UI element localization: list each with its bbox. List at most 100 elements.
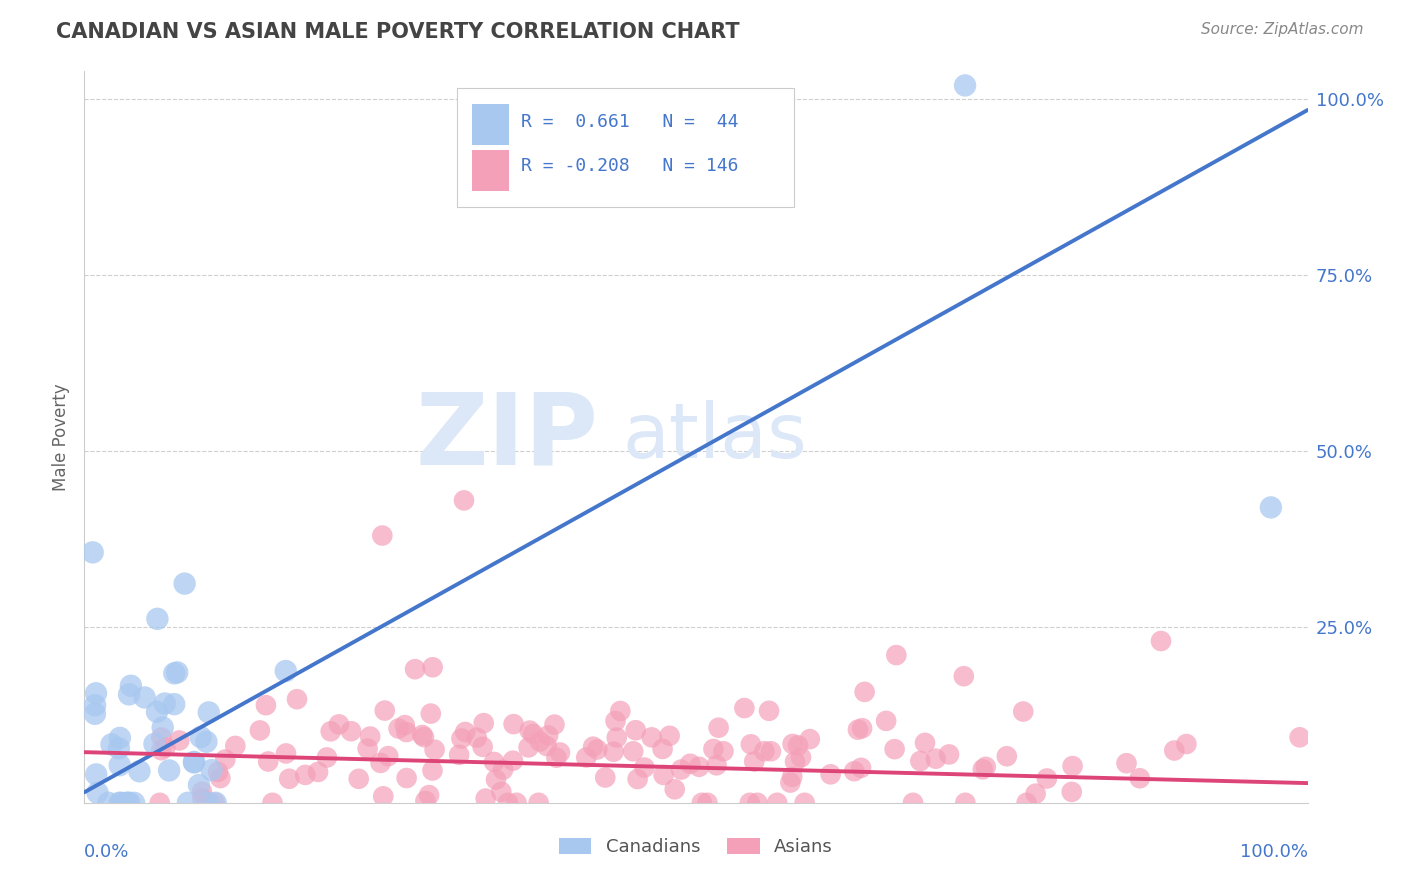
Point	[953, 78, 976, 93]
Point	[496, 796, 519, 810]
Text: R = -0.208   N = 146: R = -0.208 N = 146	[522, 157, 738, 175]
Point	[84, 686, 107, 700]
Point	[108, 758, 131, 772]
Point	[108, 731, 131, 745]
Point	[404, 662, 426, 676]
Point	[146, 705, 169, 719]
Point	[471, 739, 494, 754]
Point	[110, 796, 132, 810]
Point	[422, 660, 444, 674]
Point	[641, 731, 664, 745]
Point	[658, 729, 681, 743]
Point	[177, 796, 200, 810]
Point	[274, 747, 297, 761]
Point	[707, 721, 730, 735]
Point	[606, 731, 628, 745]
Point	[370, 756, 392, 770]
Point	[472, 716, 495, 731]
Point	[474, 791, 496, 805]
Text: R =  0.661   N =  44: R = 0.661 N = 44	[522, 113, 738, 131]
Point	[633, 760, 655, 774]
Point	[747, 796, 769, 810]
Point	[696, 796, 718, 810]
Point	[224, 739, 246, 753]
Point	[925, 752, 948, 766]
Point	[1175, 737, 1198, 751]
Text: atlas: atlas	[623, 401, 807, 474]
Point	[652, 768, 675, 782]
Point	[97, 796, 120, 810]
Point	[972, 762, 994, 776]
Point	[575, 750, 598, 764]
Point	[191, 785, 214, 799]
Point	[377, 749, 399, 764]
Point	[886, 648, 908, 662]
Point	[163, 697, 186, 711]
Point	[938, 747, 960, 762]
Point	[624, 723, 647, 738]
Point	[766, 796, 789, 810]
Point	[134, 690, 156, 705]
Point	[609, 704, 631, 718]
Point	[522, 727, 544, 741]
Point	[108, 741, 131, 756]
Point	[84, 706, 107, 721]
Point	[394, 718, 416, 732]
Point	[204, 796, 226, 810]
Point	[153, 697, 176, 711]
Point	[418, 788, 440, 802]
Point	[453, 493, 475, 508]
Point	[1036, 772, 1059, 786]
Point	[152, 720, 174, 734]
Point	[543, 717, 565, 731]
Point	[536, 739, 558, 753]
Point	[183, 756, 205, 770]
Point	[548, 746, 571, 760]
Point	[316, 750, 339, 764]
Point	[529, 734, 551, 748]
Text: Source: ZipAtlas.com: Source: ZipAtlas.com	[1201, 22, 1364, 37]
Point	[779, 775, 801, 789]
Point	[593, 771, 616, 785]
Point	[1115, 756, 1137, 771]
Point	[914, 736, 936, 750]
Point	[82, 545, 104, 559]
Point	[702, 742, 724, 756]
Point	[262, 796, 284, 810]
Point	[706, 758, 728, 772]
Point	[546, 750, 568, 764]
Point	[883, 742, 905, 756]
Point	[100, 738, 122, 752]
Point	[955, 796, 977, 810]
Point	[122, 796, 145, 810]
Point	[146, 612, 169, 626]
Point	[395, 771, 418, 785]
Point	[120, 679, 142, 693]
Point	[190, 730, 212, 744]
Point	[621, 744, 644, 758]
Point	[627, 772, 650, 786]
Point	[995, 749, 1018, 764]
Point	[371, 528, 394, 542]
Point	[1150, 634, 1173, 648]
Point	[395, 725, 418, 739]
Point	[86, 786, 108, 800]
Point	[491, 785, 513, 799]
Text: ZIP: ZIP	[415, 389, 598, 485]
Point	[340, 724, 363, 739]
Point	[163, 666, 186, 681]
Point	[149, 796, 172, 810]
Point	[537, 729, 560, 743]
Point	[713, 744, 735, 758]
Point	[502, 754, 524, 768]
Point	[605, 714, 627, 728]
Point	[413, 730, 436, 744]
Point	[742, 755, 765, 769]
Point	[257, 755, 280, 769]
Point	[679, 756, 702, 771]
Point	[851, 721, 873, 735]
Point	[150, 731, 173, 745]
Point	[128, 764, 150, 779]
Point	[1025, 787, 1047, 801]
Point	[84, 698, 107, 713]
